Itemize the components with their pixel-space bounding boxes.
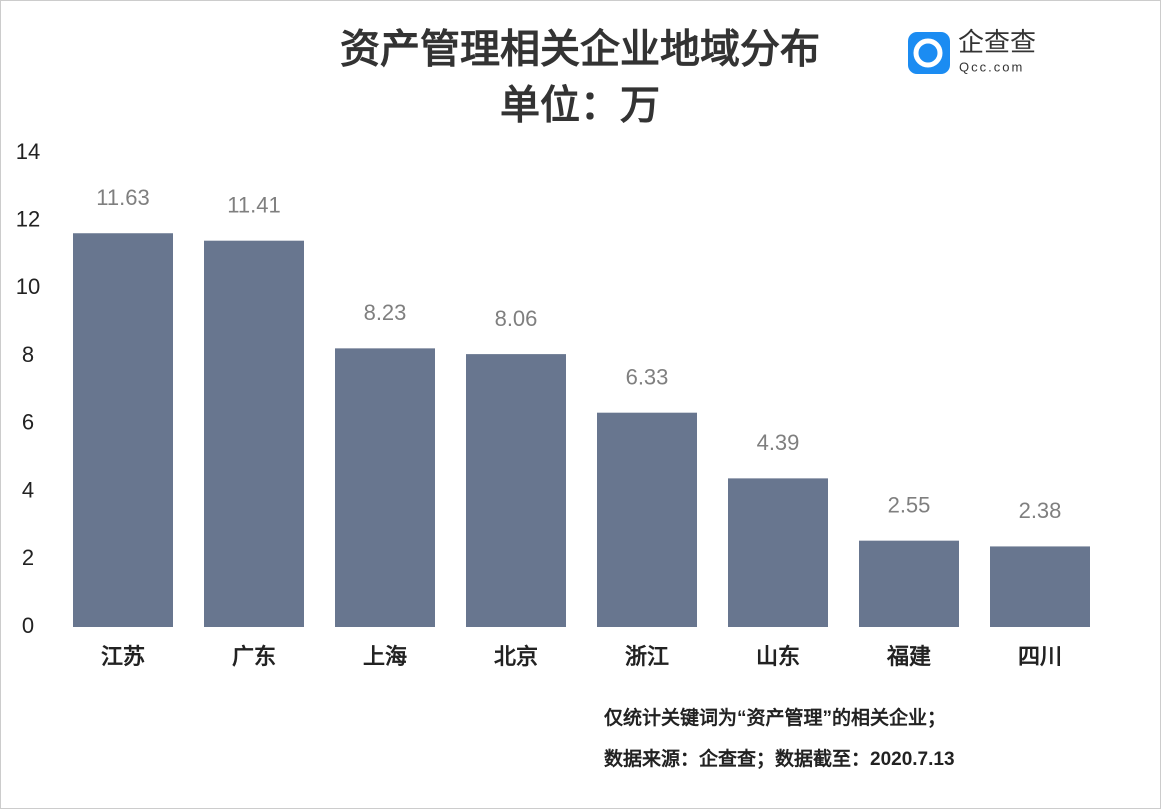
- y-tick-label: 6: [22, 410, 34, 435]
- chart-subtitle: 单位：万: [500, 84, 660, 128]
- x-tick-label: 江苏: [101, 644, 145, 669]
- bar: [335, 348, 435, 627]
- chart-title: 资产管理相关企业地域分布: [340, 27, 820, 72]
- bar: [859, 540, 959, 627]
- x-tick-label: 上海: [363, 644, 407, 669]
- bar: [597, 412, 697, 627]
- x-tick-label: 浙江: [625, 644, 669, 669]
- bar: [466, 354, 566, 627]
- bar: [990, 546, 1090, 627]
- bar: [728, 478, 828, 627]
- footnote: 仅统计关键词为“资产管理”的相关企业；: [603, 706, 946, 729]
- bar: [204, 240, 304, 627]
- logo-name: 企查查: [958, 27, 1036, 57]
- y-tick-label: 2: [22, 545, 34, 570]
- y-tick-label: 0: [22, 613, 34, 638]
- bar: [73, 233, 173, 627]
- value-label: 8.23: [364, 300, 407, 325]
- value-label: 11.63: [96, 185, 149, 210]
- x-tick-label: 北京: [494, 644, 538, 669]
- logo-mark: [913, 38, 943, 68]
- x-tick-label: 福建: [886, 644, 931, 669]
- value-label: 6.33: [626, 364, 669, 389]
- value-label: 11.41: [227, 193, 280, 218]
- y-tick-label: 4: [22, 477, 34, 502]
- value-label: 4.39: [757, 430, 800, 455]
- logo: 企查查 Qcc.com: [908, 27, 1036, 74]
- y-tick-label: 10: [16, 274, 40, 299]
- x-tick-label: 广东: [232, 644, 276, 669]
- x-tick-label: 山东: [756, 644, 800, 669]
- value-label: 8.06: [495, 306, 538, 331]
- logo-url: Qcc.com: [959, 59, 1024, 74]
- value-label: 2.55: [888, 492, 931, 517]
- y-tick-label: 12: [16, 207, 40, 232]
- value-label: 2.38: [1019, 498, 1062, 523]
- footnote: 数据来源：企查查；数据截至：2020.7.13: [604, 747, 955, 770]
- y-tick-label: 14: [16, 139, 40, 164]
- y-tick-label: 8: [22, 342, 34, 367]
- x-tick-label: 四川: [1018, 644, 1062, 669]
